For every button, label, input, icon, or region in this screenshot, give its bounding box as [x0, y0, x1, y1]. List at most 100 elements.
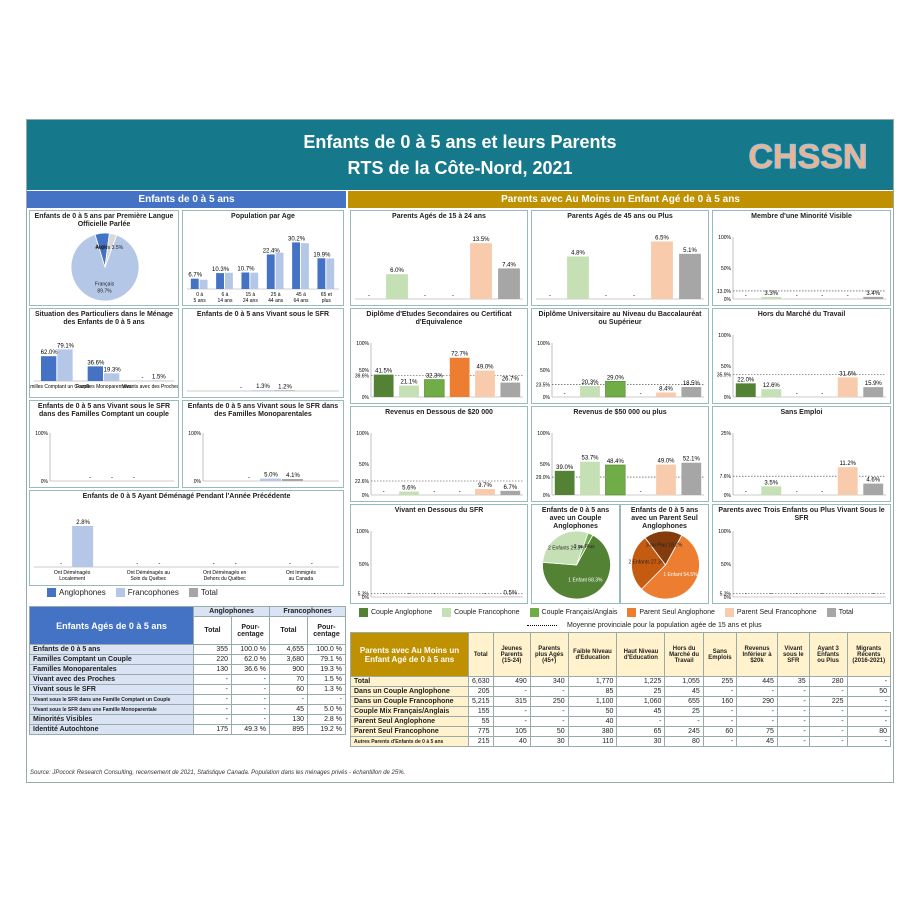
data-label: 72.7% [451, 352, 469, 358]
y-tick-label: 100% [356, 431, 369, 437]
legend-anglo: Anglophones [47, 588, 106, 597]
data-label: 20.3% [581, 380, 599, 386]
data-label: - [484, 591, 486, 597]
page-subtitle: RTS de la Côte-Nord, 2021 [347, 158, 573, 178]
pie-slice [640, 534, 700, 600]
bar [863, 483, 884, 495]
y-tick-label: 0% [543, 395, 551, 401]
x-tick-label: 14 ans [217, 298, 233, 304]
x-tick-label: au Canada [289, 576, 314, 582]
chart-svg-p-diplome-sec: 100% 50% 0% 39.6% 41.5% 21.1% 32.3% 72.7% 49.0% 2… [355, 341, 523, 401]
data-label: 32.3% [426, 374, 444, 380]
chart-p-sfr: Vivant en Dessous du SFR 100% 50% 0% 5.3% - - -… [350, 504, 528, 604]
bar [605, 464, 626, 496]
right-legend: Couple Anglophone Couple Francophone Coupl… [359, 608, 853, 617]
data-label: 4.1% [286, 473, 300, 479]
avg-label: 13.0% [717, 289, 732, 295]
data-label: - [311, 561, 313, 567]
y-tick-label: 100% [537, 341, 550, 347]
chart-title: Enfants de 0 à 5 ans par Première Langue… [34, 213, 174, 228]
legend-item: Couple Anglophone [359, 608, 432, 617]
bar [282, 479, 303, 481]
data-label: 1.3% [256, 384, 270, 390]
y-tick-label: 0% [724, 493, 732, 499]
y-tick-label: 100% [718, 529, 731, 535]
data-label: 15.9% [865, 381, 883, 387]
bar [449, 357, 470, 397]
y-tick-label: 0% [724, 595, 732, 601]
data-label: 6.5% [655, 235, 669, 241]
x-tick-label: 25 à [271, 292, 281, 298]
table-row: Total 6,630 490 340 1,770 1,225 1,055 255 445 35 2… [350, 676, 892, 687]
x-tick-label: 45 à [296, 292, 306, 298]
chart-title: Enfants de 0 à 5 ans Vivant sous le SFR … [187, 403, 339, 418]
y-tick-label: 0% [543, 493, 551, 499]
data-label: - [633, 293, 635, 299]
data-label: - [213, 561, 215, 567]
data-label: 6.0% [390, 268, 404, 274]
y-tick-label: 100% [356, 341, 369, 347]
bar [761, 389, 782, 397]
data-label: 49.0% [657, 459, 675, 465]
bar [274, 390, 295, 391]
avg-label: 29.0% [536, 475, 551, 481]
chart-title: Enfants de 0 à 5 Ayant Déménagé Pendant … [82, 493, 291, 500]
avg-label: 7.6% [720, 474, 732, 480]
data-label: - [872, 591, 874, 597]
chart-c-situation: Situation des Particuliers dans le Ménag… [29, 308, 179, 398]
pie-label: Français [95, 282, 115, 288]
data-label: - [60, 561, 62, 567]
left-band: Enfants de 0 à 5 ans [27, 191, 346, 208]
data-label: 4.6% [866, 478, 880, 484]
bar [475, 370, 495, 397]
table-row: Vivant sous le SFR dans une Famille Mono… [29, 704, 346, 715]
bar [150, 380, 166, 381]
data-label: 3.4% [866, 291, 880, 297]
x-tick-label: 65 et [321, 292, 333, 298]
bar [580, 386, 600, 397]
data-label: 10.7% [237, 266, 255, 272]
x-tick-label: 6 à [222, 292, 229, 298]
chart-title: Diplôme Universitaire au Niveau du Bacca… [538, 311, 702, 326]
chart-title: Enfants de 0 à 5 ans Vivant sous le SFR … [37, 403, 171, 418]
bar [656, 464, 676, 495]
data-label: 2.8% [76, 520, 90, 526]
x-tick-label: 44 ans [268, 298, 284, 304]
data-label: - [640, 391, 642, 397]
pie-slice [542, 530, 589, 566]
pie-label: Autres 3.5% [96, 245, 124, 251]
table-row: Couple Mix Français/Anglais 155- -50 45 25- -… [350, 706, 892, 717]
bar [470, 243, 492, 299]
chart-p-trois: Parents avec Trois Enfants ou Plus Vivan… [712, 504, 891, 604]
x-tick-label: Ont Déménagés au [127, 570, 171, 576]
page-title: Enfants de 0 à 5 ans et leurs Parents [303, 132, 617, 152]
bar [761, 486, 782, 495]
data-label: 12.6% [763, 383, 781, 389]
x-tick-label: 64 ans [293, 298, 309, 304]
data-label: 29.0% [607, 375, 625, 381]
avg-label: 5.3% [720, 592, 732, 598]
chart-svg-c-situation: 62.0%79.1% Familles Comptant un Couple 36.… [30, 343, 178, 390]
table-row: Identité Autochtone 175 49.3 % 895 19.2 % [29, 724, 346, 735]
chart-p-rev20: Revenus en Dessous de $20 000 100% 50% 0% 22… [350, 406, 528, 502]
chart-svg-p-45: - 4.8% - - 6.5% 5.1% [536, 235, 704, 300]
y-tick-label: 100% [356, 529, 369, 535]
chart-p-sans-emploi: Sans Emploi 25% 0% 7.6% - 3.5% - - 11.2% 4.6% [712, 406, 891, 502]
chart-p-hors-marche: Hors du Marché du Travail 100% 50% 0% 35.9% 2… [712, 308, 891, 404]
bar [260, 478, 281, 481]
table-row: Minorités Visibles - -130 2.8 % [29, 714, 346, 725]
chart-p-45: Parents Agés de 45 ans ou Plus - 4.8% - - 6.5… [531, 210, 709, 306]
x-tick-label: Familles Comptant un Couple [30, 384, 90, 390]
data-label: - [133, 475, 135, 481]
data-label: - [433, 489, 435, 495]
avg-label: 5.3% [358, 592, 370, 598]
legend-total: Total [188, 588, 218, 597]
data-label: - [433, 591, 435, 597]
pie-slice [576, 532, 594, 566]
pie-slice [70, 233, 140, 302]
pie-label: Anglais [95, 244, 112, 250]
charts-area: Enfants de 0 à 5 ans par Première Langue… [27, 120, 893, 630]
pie-label: 2 Enfants 29.3% [548, 545, 585, 551]
avg-label: 39.6% [355, 374, 370, 380]
bar [326, 258, 335, 289]
